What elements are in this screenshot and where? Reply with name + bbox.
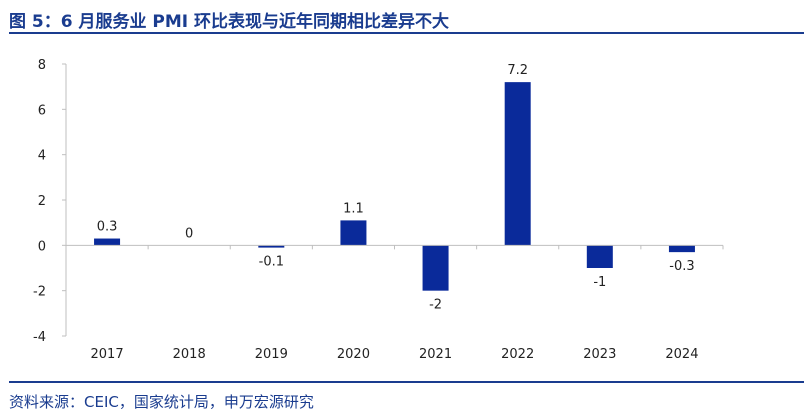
bar-2017: [94, 238, 121, 246]
y-tick-label: -2: [33, 285, 46, 300]
x-tick-label-2023: 2023: [583, 347, 616, 362]
bar-2019: [258, 245, 285, 248]
y-tick-label: 6: [38, 103, 46, 118]
footer-divider: [9, 381, 804, 383]
data-labels: 0.3 0 -0.1 1.1 -2 7.2 -1 -0.3: [97, 63, 695, 313]
bar-2022: [504, 82, 531, 246]
bar-2023: [586, 245, 613, 268]
x-tick-label-2017: 2017: [91, 347, 124, 362]
x-tick-label-2021: 2021: [419, 347, 452, 362]
y-tick-label: 8: [38, 58, 46, 73]
x-tick-label-2019: 2019: [255, 347, 288, 362]
y-tick-label: -4: [33, 330, 46, 345]
data-label-2019: -0.1: [259, 255, 284, 270]
data-label-2020: 1.1: [343, 201, 364, 216]
data-label-2022: 7.2: [507, 63, 528, 78]
y-tick-label: 2: [38, 194, 46, 209]
chart-title: 图 5：6 月服务业 PMI 环比表现与近年同期相比差异不大: [9, 12, 450, 32]
x-axis: 2017 2018 2019 2020 2021 2022 2023 2024: [66, 244, 724, 362]
bars: [94, 82, 695, 291]
title-divider: [9, 32, 804, 34]
x-tick-label-2024: 2024: [665, 347, 698, 362]
data-label-2017: 0.3: [97, 220, 118, 235]
data-label-2023: -1: [593, 275, 606, 290]
x-tick-label-2020: 2020: [337, 347, 370, 362]
x-tick-label-2022: 2022: [501, 347, 534, 362]
bar-2020: [340, 220, 367, 246]
data-label-2024: -0.3: [669, 259, 694, 274]
y-tick-label: 0: [38, 239, 46, 254]
bar-2024: [668, 245, 695, 253]
bar-2021: [422, 245, 449, 291]
y-tick-label: 4: [38, 149, 46, 164]
source-note: 资料来源：CEIC，国家统计局，申万宏源研究: [9, 393, 314, 411]
data-label-2021: -2: [429, 298, 442, 313]
x-tick-label-2018: 2018: [173, 347, 206, 362]
y-axis: -4 -2 0 2 4 6 8: [33, 58, 67, 345]
data-label-2018: 0: [185, 226, 193, 241]
